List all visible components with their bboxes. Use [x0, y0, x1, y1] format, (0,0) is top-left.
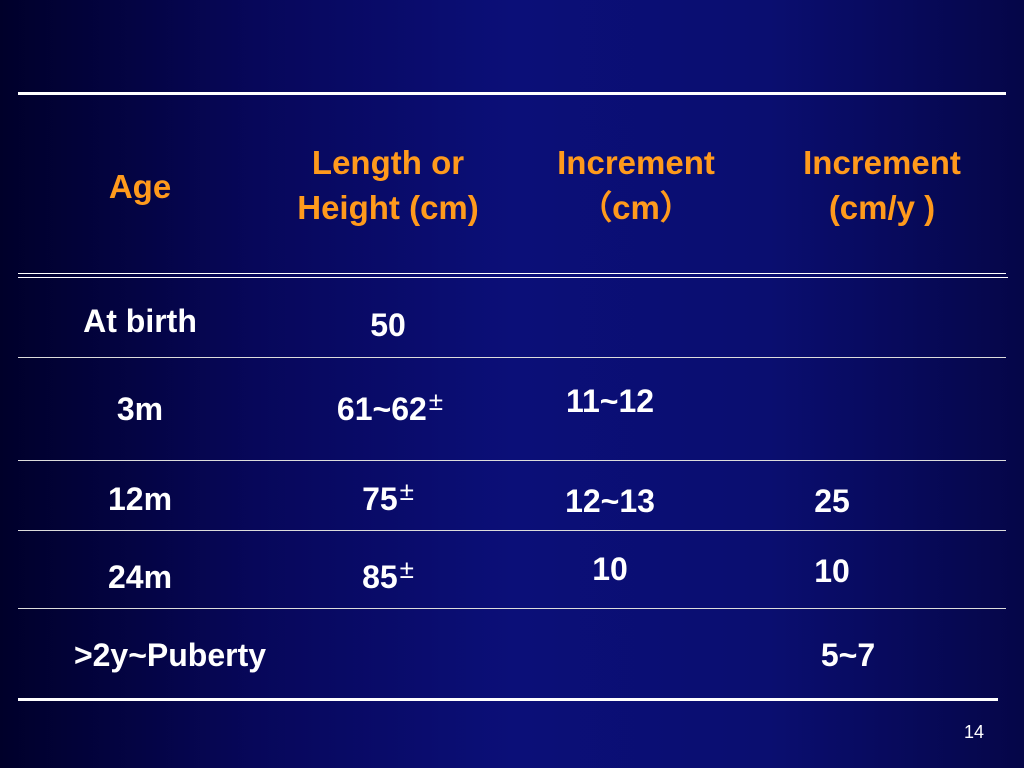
header-age: Age	[108, 168, 172, 205]
row-age: 3m	[116, 391, 164, 427]
row-length-value: 75	[362, 481, 398, 517]
row-length: 50	[370, 307, 406, 343]
row-divider	[18, 530, 1006, 531]
row-increment-cm: 10	[592, 551, 628, 587]
header-rule-double	[18, 277, 1008, 278]
row-increment-cmy: 5~7	[820, 637, 876, 673]
header-length: Length or Height (cm)	[268, 140, 508, 230]
row-increment-cmy: 10	[814, 553, 850, 589]
table-top-rule	[18, 92, 1006, 95]
row-increment-cmy: 25	[814, 483, 850, 519]
plus-minus-icon: ±	[399, 554, 414, 584]
row-divider	[18, 608, 1006, 609]
row-divider	[18, 357, 1006, 358]
header-rule	[18, 273, 1006, 274]
row-length: 61~62±	[300, 386, 480, 430]
header-increment-cmy-line1: Increment	[803, 144, 961, 181]
row-age: >2y~Puberty	[73, 637, 267, 673]
header-length-line1: Length or	[311, 144, 465, 181]
row-length-value: 85	[362, 559, 398, 595]
header-increment-cm-line2: （cm）	[579, 189, 693, 226]
header-length-line2: Height (cm)	[297, 189, 479, 226]
plus-minus-icon: ±	[428, 386, 444, 416]
row-length: 85±	[328, 554, 448, 598]
row-divider	[18, 460, 1006, 461]
header-increment-cmy-line2: (cm/y )	[828, 189, 936, 226]
plus-minus-icon: ±	[399, 476, 414, 506]
header-increment-cmy: Increment (cm/y )	[772, 140, 992, 230]
row-increment-cm: 12~13	[565, 483, 655, 519]
page-number: 14	[963, 722, 984, 742]
table-bottom-rule	[18, 698, 998, 701]
row-length-value: 61~62	[336, 391, 427, 427]
header-increment-cm: Increment （cm）	[526, 140, 746, 230]
row-increment-cm: 11~12	[565, 383, 655, 419]
header-increment-cm-line1: Increment	[557, 144, 715, 181]
row-age: 12m	[107, 481, 173, 517]
row-length: 75±	[328, 476, 448, 520]
row-age: 24m	[107, 559, 173, 595]
row-age: At birth	[83, 303, 197, 339]
